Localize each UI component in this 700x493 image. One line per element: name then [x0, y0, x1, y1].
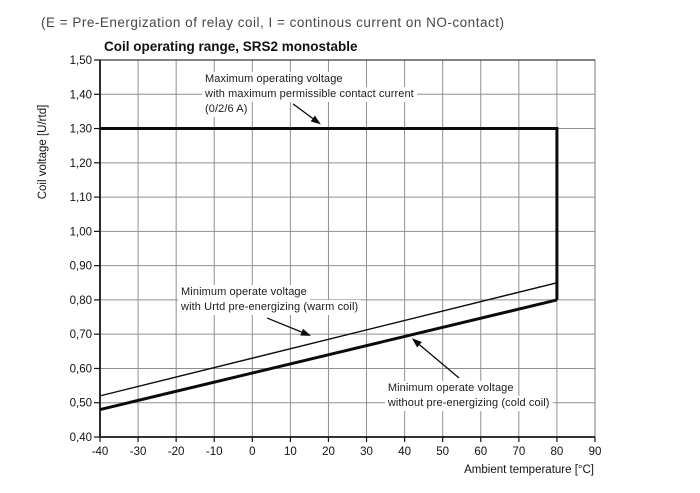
annotation-max-operating-voltage: Maximum operating voltage with maximum pe…	[202, 71, 417, 117]
x-tick-label: 80	[551, 446, 564, 458]
arrow-min-operate-warm-coil	[266, 317, 302, 333]
arrowhead-max-operating-voltage	[310, 115, 321, 125]
annotation-min-operate-cold-coil: Minimum operate voltage without pre-energ…	[384, 381, 553, 412]
y-axis-title: Coil voltage [U/rtd]	[37, 105, 49, 200]
chart-title: Coil operating range, SRS2 monostable	[104, 39, 358, 54]
y-tick-label: 1,20	[70, 158, 92, 170]
x-tick-label: -20	[168, 446, 185, 458]
y-tick-label: 1,40	[70, 89, 92, 101]
x-tick-label: 40	[398, 446, 411, 458]
x-tick-label: 50	[436, 446, 449, 458]
x-tick-label: -30	[130, 446, 147, 458]
y-tick-label: 0,60	[70, 363, 92, 375]
series-min-operate-cold-coil	[99, 298, 558, 412]
series-min-operate-warm-coil	[99, 282, 558, 397]
x-tick-label: -10	[206, 446, 223, 458]
x-tick-label: 0	[249, 446, 255, 458]
annotation-line: with Urtd pre-energizing (warm coil)	[178, 299, 362, 315]
y-tick-label: 0,70	[70, 329, 92, 341]
y-tick-label: 0,50	[70, 398, 92, 410]
arrow-max-operating-voltage	[292, 103, 314, 120]
x-tick-label: 30	[360, 446, 373, 458]
x-tick-label: 90	[589, 446, 602, 458]
x-tick-label: -40	[92, 446, 109, 458]
x-tick-label: 10	[284, 446, 297, 458]
x-tick-label: 20	[322, 446, 335, 458]
x-tick-label: 70	[512, 446, 525, 458]
arrow-min-operate-cold-coil	[419, 344, 460, 379]
y-tick-label: 1,10	[70, 192, 92, 204]
y-tick-label: 1,00	[70, 226, 92, 238]
annotation-line: with maximum permissible contact current	[202, 86, 417, 102]
series-max-operating-voltage	[100, 127, 559, 300]
annotation-line: (0/2/6 A)	[202, 101, 251, 117]
y-tick-label: 0,80	[70, 295, 92, 307]
arrowhead-min-operate-warm-coil	[300, 328, 311, 336]
x-axis-title: Ambient temperature [°C]	[464, 464, 594, 476]
x-tick-label: 60	[474, 446, 487, 458]
arrowhead-min-operate-cold-coil	[411, 338, 422, 348]
legend-note: (E = Pre-Energization of relay coil, I =…	[41, 15, 505, 30]
annotation-line: Minimum operate voltage	[178, 284, 310, 300]
annotation-line: without pre-energizing (cold coil)	[384, 396, 553, 412]
y-tick-label: 0,90	[70, 261, 92, 273]
y-tick-label: 0,40	[70, 432, 92, 444]
y-tick-label: 1,50	[70, 55, 92, 67]
annotation-min-operate-warm-coil: Minimum operate voltage with Urtd pre-ene…	[178, 284, 362, 315]
y-tick-label: 1,30	[70, 124, 92, 136]
annotation-line: Maximum operating voltage	[202, 71, 346, 87]
annotation-line: Minimum operate voltage	[384, 381, 517, 397]
